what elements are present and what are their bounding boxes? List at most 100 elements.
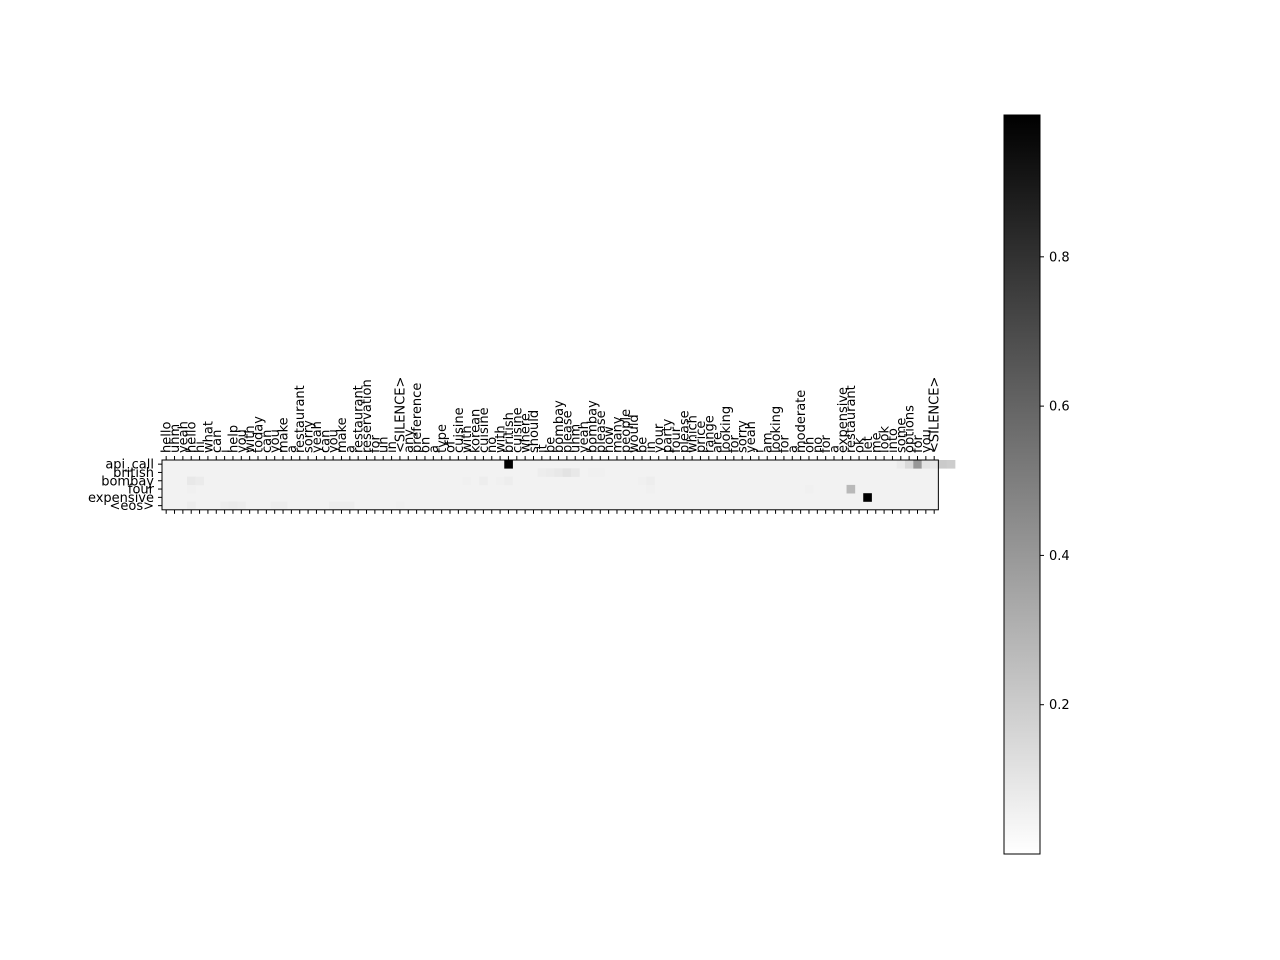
x-tick-label: where: [519, 413, 534, 453]
colorbar-ticks: 0.2 0.4 0.6 0.8: [1040, 250, 1070, 713]
x-tick-label: a: [828, 445, 843, 453]
x-tick-label: which: [686, 415, 701, 453]
x-tick-label: hello: [160, 422, 175, 453]
x-tick-label: uhm: [569, 424, 584, 453]
heatmap-cell: [546, 468, 555, 477]
x-tick-label: korean: [469, 409, 484, 453]
heatmap-cell: [921, 460, 931, 469]
x-tick-label: a: [786, 445, 801, 453]
x-tick-label: yeah: [577, 421, 592, 453]
x-tick-label: make: [277, 417, 292, 453]
x-tick-label: price: [694, 421, 709, 453]
x-tick-label: of: [444, 440, 459, 453]
heatmap-cell: [220, 501, 230, 511]
heatmap-cell: [187, 501, 196, 511]
heatmap-cell: [278, 501, 288, 511]
x-tick-label: look: [878, 425, 893, 453]
x-tick-label: let: [861, 436, 876, 453]
heatmap-cell: [946, 460, 956, 469]
x-tick-label: oh: [802, 437, 817, 453]
x-tick-label: am: [761, 432, 776, 453]
heatmap-cell: [646, 476, 655, 486]
heatmap-cell: [587, 468, 597, 477]
heatmap-cell: [537, 468, 547, 477]
x-tick-label: be: [636, 437, 651, 453]
y-tick-label: bombay: [101, 474, 154, 489]
heatmap-cell: [846, 484, 856, 494]
x-tick-label: cuisine: [510, 407, 525, 453]
heatmap-cell: [637, 476, 647, 486]
x-tick-label: hi: [193, 441, 208, 453]
x-tick-label: for: [368, 434, 383, 453]
x-tick-label: restaurant: [352, 385, 367, 453]
x-tick-label: you: [327, 429, 342, 453]
heatmap-cell: [345, 501, 355, 511]
heatmap-cell: [904, 460, 914, 469]
x-tick-label: you: [919, 429, 934, 453]
x-tick-label: for: [727, 434, 742, 453]
x-tick-label: party: [661, 418, 676, 453]
x-tick-label: cuisine: [452, 407, 467, 453]
x-tick-label: can: [260, 430, 275, 453]
x-tick-label: no: [485, 437, 500, 453]
x-tick-label: no: [811, 437, 826, 453]
heatmap-cell: [479, 476, 488, 486]
x-tick-label: uh: [377, 437, 392, 453]
x-tick-label: with: [494, 425, 509, 453]
y-tick-label: <eos>: [109, 499, 154, 514]
x-tick-label: hello: [185, 422, 200, 453]
x-tick-label: i: [218, 449, 233, 453]
x-tick-label: expensive: [836, 387, 851, 453]
x-tick-label: looking: [769, 406, 784, 453]
x-tick-label: bombay: [585, 400, 600, 453]
x-tick-label: into: [886, 428, 901, 453]
heatmap-cell: [804, 484, 814, 494]
x-tick-label: looking: [719, 406, 734, 453]
heatmap-cell: [504, 476, 513, 486]
x-tick-label: british: [502, 412, 517, 453]
x-tick-label: <SILENCE>: [393, 377, 408, 453]
x-tick-label: some: [894, 418, 909, 453]
x-tick-label: preference: [410, 383, 425, 453]
x-axis-ticks: hellouhmyeahhellohiwhatcanihelpyouwithto…: [160, 377, 943, 514]
x-tick-label: reservation: [360, 379, 375, 453]
x-tick-label: moderate: [794, 390, 809, 453]
heatmap-cell: [187, 484, 196, 494]
heatmap-cell: [913, 460, 922, 469]
x-tick-label: make: [335, 417, 350, 453]
x-tick-label: please: [677, 410, 692, 453]
colorbar-tick-label: 0.6: [1049, 400, 1070, 415]
heatmap-cell: [462, 476, 472, 486]
colorbar-tick-label: 0.2: [1049, 698, 1070, 713]
x-tick-label: can: [318, 430, 333, 453]
heatmap-cell: [938, 460, 948, 469]
heatmap-cell: [237, 501, 246, 511]
heatmap-cell: [270, 501, 280, 511]
x-tick-label: help: [226, 425, 241, 453]
colorbar-tick-label: 0.4: [1049, 549, 1070, 564]
heatmap-cell: [228, 501, 238, 511]
x-tick-label: can: [210, 430, 225, 453]
x-tick-label: be: [544, 437, 559, 453]
heatmap-cell: [395, 501, 405, 511]
colorbar-tick-label: 0.8: [1049, 250, 1070, 265]
x-tick-label: on: [418, 437, 433, 453]
x-tick-label: a: [427, 445, 442, 453]
x-tick-label: uhm: [168, 424, 183, 453]
heatmap-cell: [562, 468, 572, 477]
x-tick-label: options: [903, 405, 918, 453]
x-tick-label: a: [343, 445, 358, 453]
x-tick-label: a: [285, 445, 300, 453]
x-tick-label: for: [777, 434, 792, 453]
heatmap-cell: [571, 468, 580, 477]
x-tick-label: restaurant: [844, 385, 859, 453]
x-tick-label: sorry: [736, 420, 751, 453]
x-tick-label: me: [869, 432, 884, 453]
heatmap-cell: [596, 468, 605, 477]
x-tick-label: for: [819, 434, 834, 453]
x-tick-label: yeah: [310, 421, 325, 453]
x-tick-label: you: [268, 429, 283, 453]
x-tick-label: yeah: [744, 421, 759, 453]
x-tick-label: should: [527, 410, 542, 453]
heatmap-cell: [495, 476, 505, 486]
